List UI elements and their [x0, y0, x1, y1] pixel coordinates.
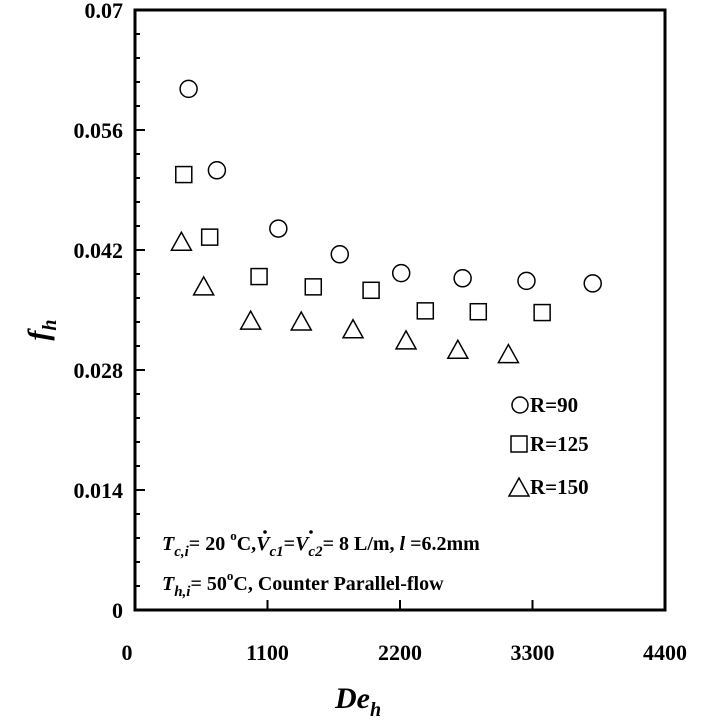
- x-tick-label: 3300: [511, 640, 555, 665]
- y-axis-tick-labels: 0 0.014 0.028 0.042 0.056 0.07: [74, 0, 124, 623]
- x-tick-label: 2200: [378, 640, 422, 665]
- annotation-line-1: Tc,i= 20 oC,Vc1=Vc2= 8 L/m, l =6.2mm: [162, 528, 480, 560]
- y-tick-label: 0.014: [74, 478, 124, 503]
- legend-label-r90: R=90: [530, 393, 578, 417]
- point-r125: [416, 302, 435, 320]
- point-r125: [304, 278, 323, 296]
- point-r125: [250, 267, 268, 286]
- legend-marker-r125: [510, 435, 528, 453]
- annotation-line-2: Th,i= 50oC, Counter Parallel-flow: [162, 568, 444, 600]
- y-tick-label: 0: [112, 598, 123, 623]
- point-r150: [239, 309, 262, 330]
- point-r125: [469, 302, 488, 321]
- legend: R=90 R=125 R=150: [507, 393, 589, 499]
- x-axis-title: Deh: [334, 682, 381, 721]
- legend-label-r150: R=150: [530, 475, 589, 499]
- point-r90: [179, 79, 198, 99]
- point-r150: [289, 310, 313, 331]
- y-tick-label: 0.07: [85, 0, 124, 23]
- y-tick-label: 0.042: [74, 238, 124, 263]
- point-r125: [200, 228, 219, 246]
- point-r125: [362, 281, 380, 300]
- point-r90: [207, 161, 227, 180]
- point-r150: [446, 338, 470, 360]
- point-r90: [269, 219, 288, 238]
- legend-marker-r150: [507, 476, 531, 497]
- point-r90: [330, 245, 350, 264]
- y-axis-ticks: [135, 9, 145, 611]
- data-points: [170, 79, 602, 364]
- point-r125: [175, 165, 193, 184]
- v-dot-2: [309, 530, 313, 534]
- x-axis-ticks: [134, 600, 666, 610]
- point-r150: [497, 343, 520, 364]
- point-r150: [341, 318, 365, 339]
- x-tick-label: 0: [122, 640, 133, 665]
- point-r150: [192, 275, 215, 296]
- point-r90: [583, 274, 602, 293]
- y-tick-label: 0.028: [74, 358, 124, 383]
- point-r125: [533, 303, 551, 322]
- x-tick-label: 1100: [246, 640, 289, 665]
- y-axis-title: fh: [22, 319, 61, 340]
- point-r90: [517, 271, 536, 291]
- y-tick-label: 0.056: [74, 118, 124, 143]
- point-r150: [394, 329, 418, 350]
- point-r150: [170, 230, 193, 252]
- v-dot-1: [263, 530, 267, 534]
- point-r90: [391, 263, 411, 283]
- x-tick-label: 4400: [643, 640, 687, 665]
- legend-marker-r90: [511, 396, 529, 414]
- legend-label-r125: R=125: [530, 432, 589, 456]
- plot-frame: [133, 8, 667, 612]
- point-r90: [453, 269, 472, 288]
- x-axis-tick-labels: 0 1100 2200 3300 4400: [122, 640, 688, 665]
